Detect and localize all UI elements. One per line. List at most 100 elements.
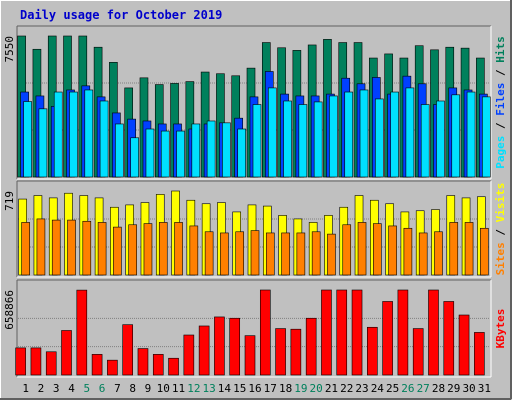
x-tick-label-day-22: 22 [340,382,353,395]
x-tick-label-day-17: 17 [264,382,277,395]
bar-sites-day-10 [158,222,168,276]
bar-kbytes-day-30 [458,314,470,376]
bar-kbytes-day-24 [367,326,378,376]
bar-sites-day-21 [327,233,336,276]
bar-pages-day-18 [283,100,292,178]
bar-kbytes-day-29 [443,301,455,376]
legend-part: Visits [494,183,507,223]
x-tick-label-day-28: 28 [432,382,445,395]
bar-sites-day-5 [82,220,92,276]
bar-sites-day-27 [418,232,428,276]
x-tick-label-day-13: 13 [203,382,216,395]
bar-sites-day-4 [67,219,76,276]
bar-kbytes-day-26 [397,289,409,376]
legend-part: / [494,222,507,242]
bar-sites-day-2 [36,218,46,276]
series-legend: KBytes [494,309,507,349]
bar-pages-day-11 [176,130,185,178]
bar-sites-day-22 [342,224,352,276]
chart-title: Daily usage for October 2019 [20,8,222,22]
x-tick-label-day-2: 2 [38,382,45,395]
x-tick-label-day-16: 16 [248,382,261,395]
bar-kbytes-day-28 [428,289,439,376]
x-tick-label-day-14: 14 [218,382,232,395]
x-tick-label-day-25: 25 [386,382,399,395]
bar-kbytes-day-21 [321,289,332,376]
y-max-label: 658866 [3,290,16,330]
bar-sites-day-25 [388,225,397,276]
bar-sites-day-1 [21,222,30,276]
x-tick-label-day-19: 19 [294,382,307,395]
bar-pages-day-26 [405,87,415,178]
y-max-label: 719 [3,191,16,211]
bar-sites-day-20 [311,231,321,276]
bar-pages-day-27 [420,104,430,178]
bar-kbytes-day-23 [351,289,363,376]
bar-sites-day-17 [265,232,275,276]
bar-kbytes-day-6 [91,354,103,376]
legend-part: KBytes [494,309,507,349]
panel-kbytes: 658866 KBytes [3,279,507,378]
x-tick-label-day-21: 21 [325,382,338,395]
bar-sites-day-26 [403,227,413,276]
bar-pages-day-20 [313,101,323,178]
bar-pages-day-8 [130,137,139,178]
bar-sites-day-18 [281,232,290,276]
panel-hits-files-pages: 7550 Pages / Files / Hits [3,25,507,180]
legend-part: Pages [494,136,507,169]
x-tick-label-day-7: 7 [114,382,121,395]
x-tick-label-day-5: 5 [83,382,90,395]
bar-kbytes-day-2 [30,347,42,376]
x-tick-label-day-30: 30 [462,382,475,395]
bar-sites-day-15 [235,231,245,276]
bar-pages-day-7 [115,123,124,178]
bar-pages-day-16 [252,104,262,178]
bar-sites-day-24 [373,223,382,276]
x-tick-label-day-4: 4 [68,382,75,395]
x-tick-label-day-24: 24 [371,382,385,395]
bar-pages-day-9 [145,128,155,178]
x-tick-label-day-15: 15 [233,382,246,395]
bar-kbytes-day-4 [61,330,72,376]
bar-pages-day-12 [191,123,201,178]
bar-kbytes-day-12 [183,334,195,376]
bar-sites-day-29 [449,222,459,276]
bar-pages-day-30 [466,91,476,178]
bar-pages-day-15 [237,128,247,178]
bar-sites-day-3 [51,219,61,276]
legend-part: Sites [494,242,507,275]
bar-pages-day-17 [267,87,277,178]
legend-part: Files [494,83,507,116]
bar-pages-day-10 [160,130,170,178]
legend-part: Hits [494,36,507,63]
bar-kbytes-day-16 [244,335,256,376]
bar-sites-day-16 [250,230,260,276]
bar-kbytes-day-14 [214,316,225,376]
bar-kbytes-day-11 [168,357,179,376]
x-tick-label-day-29: 29 [447,382,460,395]
bar-pages-day-1 [23,101,32,178]
bar-kbytes-day-31 [474,332,485,376]
bar-pages-day-19 [298,104,308,178]
bar-pages-day-2 [38,108,48,178]
series-legend: Pages / Files / Hits [494,36,507,169]
bar-kbytes-day-13 [198,325,210,376]
bar-kbytes-day-19 [290,328,302,376]
bar-kbytes-day-9 [137,348,149,376]
bar-sites-day-13 [204,231,214,276]
legend-part: / [494,63,507,83]
bar-sites-day-6 [97,222,107,276]
bar-pages-day-29 [451,94,461,178]
bar-kbytes-day-17 [259,289,271,376]
bar-sites-day-14 [220,232,229,276]
chart-panels: 7550 Pages / Files / Hits 719 Sites / Visit… [3,25,507,378]
bar-pages-day-6 [99,100,109,178]
x-tick-label-day-6: 6 [99,382,106,395]
bar-pages-day-23 [359,89,369,178]
bar-kbytes-day-7 [107,359,118,376]
x-tick-label-day-9: 9 [145,382,152,395]
bar-kbytes-day-3 [45,351,57,376]
bar-kbytes-day-20 [305,317,317,376]
bar-kbytes-day-22 [336,289,348,376]
